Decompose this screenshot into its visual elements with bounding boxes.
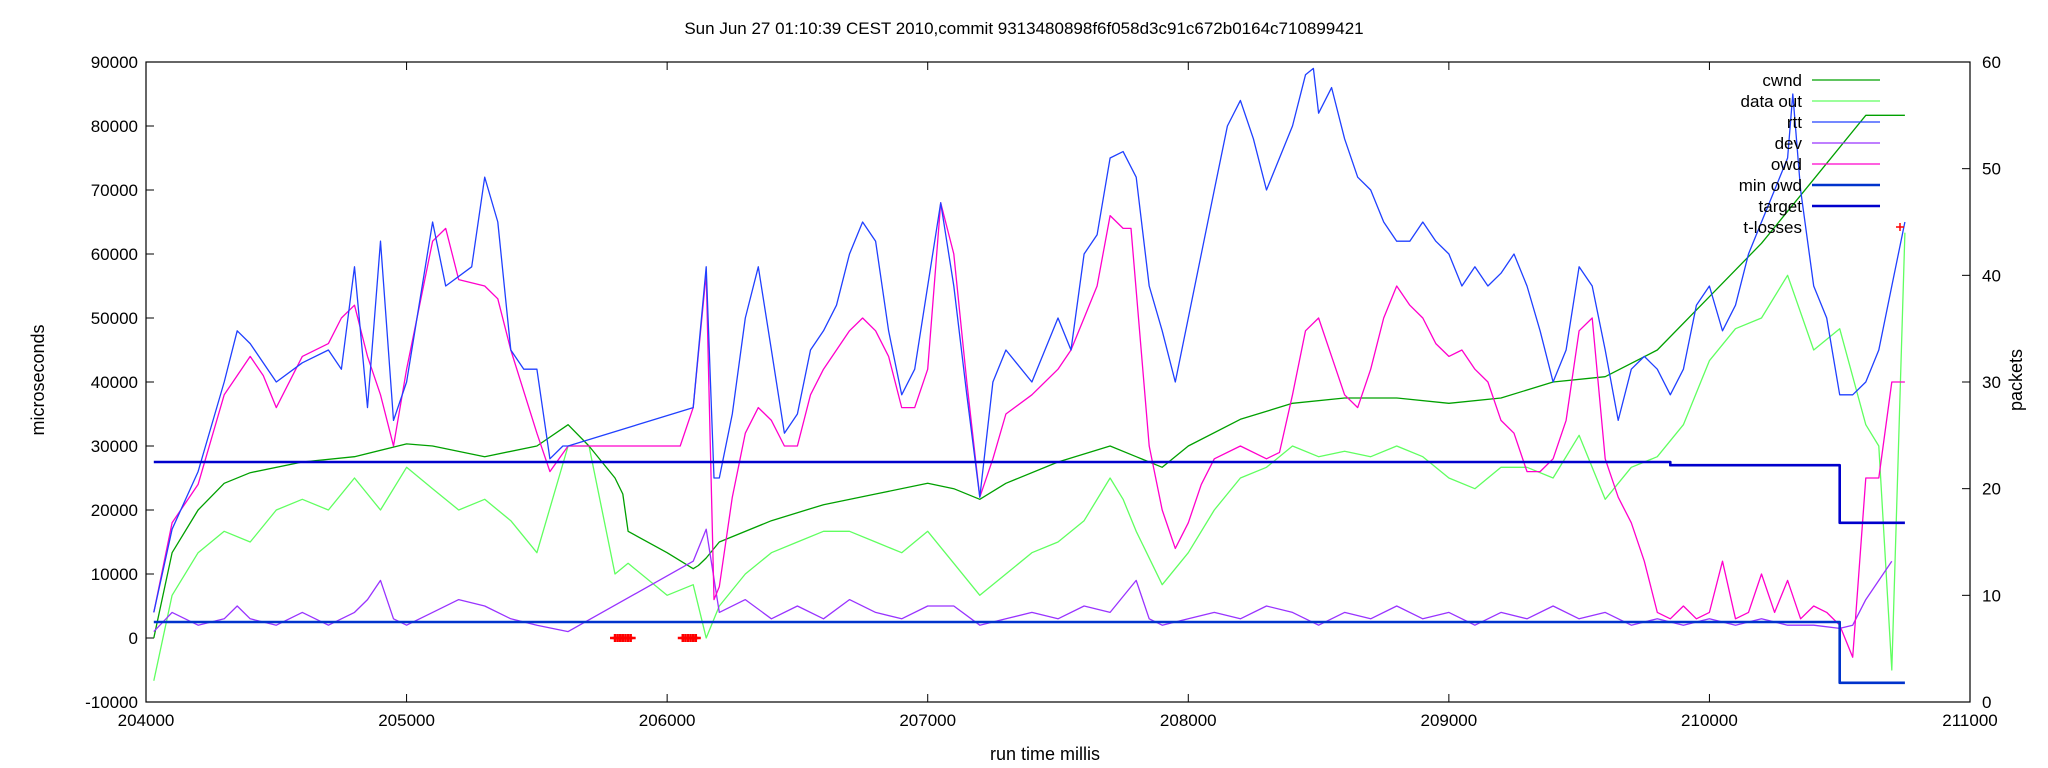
- series-t-losses-point: [625, 634, 636, 642]
- y2-tick-label: 40: [1982, 266, 2001, 285]
- y-tick-label: 10000: [91, 565, 138, 584]
- x-tick-label: 205000: [378, 711, 435, 730]
- legend-swatch-t-losses: [1896, 223, 1904, 231]
- chart-title: Sun Jun 27 01:10:39 CEST 2010,commit 931…: [684, 19, 1363, 38]
- y2-tick-label: 60: [1982, 53, 2001, 72]
- series-t-losses-point: [690, 634, 701, 642]
- x-tick-label: 207000: [899, 711, 956, 730]
- legend-label-t-losses: t-losses: [1743, 218, 1802, 237]
- y-tick-label: 80000: [91, 117, 138, 136]
- plot-layer: [153, 67, 1906, 685]
- legend-label-data-out: data out: [1741, 92, 1803, 111]
- legend: cwnd data out rtt dev owd min owd target t-loss…: [1739, 71, 1904, 237]
- x-axis-label: run time millis: [990, 744, 1100, 764]
- x-tick-label: 210000: [1681, 711, 1738, 730]
- series-min-owd-line: [153, 620, 1905, 685]
- legend-label-target: target: [1759, 197, 1803, 216]
- y-tick-label: 0: [129, 629, 138, 648]
- x-tick-label: 208000: [1160, 711, 1217, 730]
- y2-tick-label: 20: [1982, 480, 2001, 499]
- x-tick-label: 211000: [1942, 711, 1997, 730]
- legend-label-min-owd: min owd: [1739, 176, 1802, 195]
- y2-tick-label: 30: [1982, 373, 2001, 392]
- y2-tick-label: 50: [1982, 160, 2001, 179]
- y2-tick-label: 10: [1982, 586, 2001, 605]
- y-tick-label: -10000: [85, 693, 138, 712]
- y2-tick-label: 0: [1982, 693, 1991, 712]
- legend-label-rtt: rtt: [1787, 113, 1802, 132]
- x-tick-label: 209000: [1420, 711, 1477, 730]
- y-tick-label: 90000: [91, 53, 138, 72]
- y2-axis-label: packets: [2006, 349, 2026, 411]
- y-tick-label: 30000: [91, 437, 138, 456]
- series-dev-line: [153, 528, 1893, 633]
- series-cwnd-line: [153, 114, 1905, 639]
- ticks-layer: 204000 205000 206000 207000 208000 209000 2100…: [85, 53, 2001, 730]
- y-tick-label: 60000: [91, 245, 138, 264]
- plot-frame: [145, 61, 1971, 703]
- x-tick-label: 204000: [118, 711, 175, 730]
- legend-label-dev: dev: [1775, 134, 1803, 153]
- y-tick-label: 40000: [91, 373, 138, 392]
- y-axis-label: microseconds: [28, 324, 48, 435]
- x-tick-label: 206000: [639, 711, 696, 730]
- y-tick-label: 50000: [91, 309, 138, 328]
- legend-label-owd: owd: [1771, 155, 1802, 174]
- series-owd-line: [153, 202, 1905, 658]
- legend-label-cwnd: cwnd: [1762, 71, 1802, 90]
- y-tick-label: 70000: [91, 181, 138, 200]
- y-tick-label: 20000: [91, 501, 138, 520]
- series-data-out-line: [153, 232, 1906, 681]
- series-target-line: [153, 460, 1905, 525]
- series-rtt-line: [153, 67, 1906, 613]
